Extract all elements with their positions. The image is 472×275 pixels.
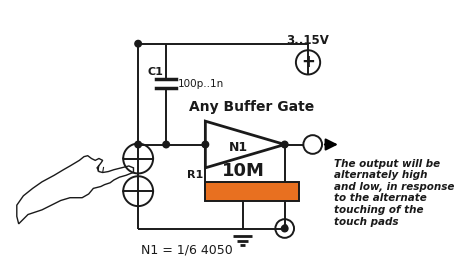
Text: N1: N1 (228, 141, 248, 154)
Circle shape (135, 141, 142, 148)
Text: +: + (301, 53, 315, 71)
Circle shape (135, 40, 142, 47)
Text: N1 = 1/6 4050: N1 = 1/6 4050 (141, 244, 233, 257)
Text: Any Buffer Gate: Any Buffer Gate (189, 100, 315, 114)
Text: 3..15V: 3..15V (287, 34, 329, 47)
Circle shape (202, 141, 209, 148)
Circle shape (281, 141, 288, 148)
Text: 100p..1n: 100p..1n (178, 79, 225, 89)
Text: C1: C1 (147, 67, 163, 77)
Text: 0: 0 (281, 224, 288, 233)
Text: R1: R1 (187, 170, 203, 180)
Text: 10M: 10M (222, 162, 265, 180)
Text: The output will be
alternately high
and low, in response
to the alternate
touchi: The output will be alternately high and … (334, 158, 455, 227)
Circle shape (281, 225, 288, 232)
Circle shape (163, 141, 169, 148)
Bar (205, 182, 299, 200)
